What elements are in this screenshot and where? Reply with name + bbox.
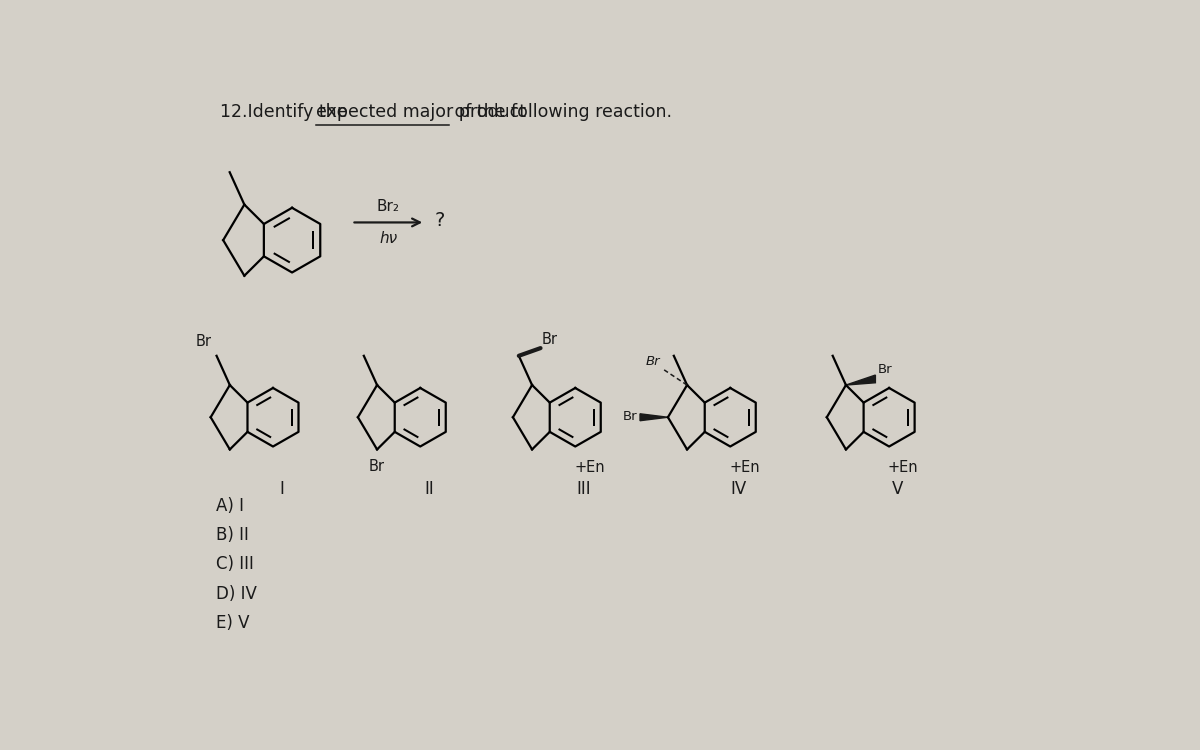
Text: Br: Br: [370, 459, 385, 474]
Text: B) II: B) II: [216, 526, 248, 544]
Text: Br₂: Br₂: [377, 199, 400, 214]
Text: expected major product: expected major product: [317, 103, 527, 121]
Text: E) V: E) V: [216, 614, 250, 632]
Text: I: I: [280, 481, 284, 499]
Text: D) IV: D) IV: [216, 584, 257, 602]
Text: II: II: [424, 481, 434, 499]
Text: III: III: [577, 481, 592, 499]
Polygon shape: [640, 414, 668, 421]
Text: Br: Br: [542, 332, 558, 346]
Text: A) I: A) I: [216, 496, 244, 514]
Text: Br: Br: [646, 355, 661, 368]
Text: ?: ?: [434, 211, 445, 230]
Text: +En: +En: [888, 460, 919, 475]
Text: +En: +En: [574, 460, 605, 475]
Text: hν: hν: [379, 231, 397, 246]
Text: Br: Br: [196, 334, 212, 349]
Text: 12.Identify the: 12.Identify the: [220, 103, 353, 121]
Text: C) III: C) III: [216, 555, 253, 573]
Polygon shape: [846, 375, 875, 385]
Text: +En: +En: [730, 460, 760, 475]
Text: of the following reaction.: of the following reaction.: [450, 103, 672, 121]
Text: V: V: [892, 481, 904, 499]
Text: Br: Br: [623, 410, 637, 423]
Text: Br: Br: [877, 363, 893, 376]
Text: IV: IV: [731, 481, 748, 499]
